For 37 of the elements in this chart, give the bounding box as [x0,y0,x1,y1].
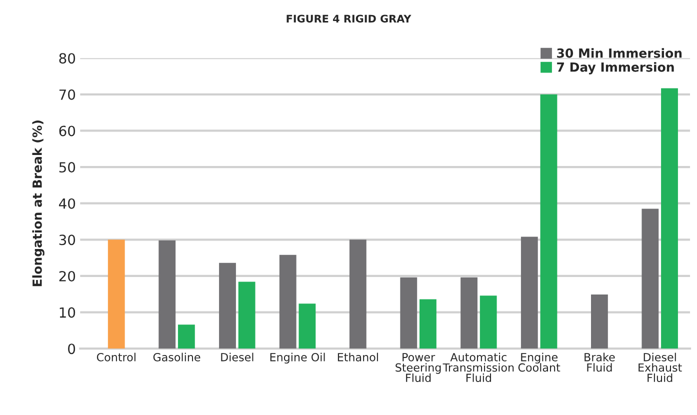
y-tick-label: 80 [59,53,76,64]
x-tick-label: Diesel Exhaust Fluid [638,352,682,382]
x-tick-label: Ethanol [338,352,378,362]
x-tick-label: Control [96,352,136,362]
bar [279,254,296,349]
bar [420,299,436,349]
bar [400,277,418,349]
bar [661,88,678,349]
bar [238,282,256,349]
bar [642,208,659,349]
x-tick-label: Engine Coolant [518,352,560,372]
y-axis-title: Elongation at Break (%) [32,120,44,286]
x-tick-label: Diesel [221,352,254,362]
y-tick-label: 10 [60,307,76,318]
x-tick-label: Power Steering Fluid [396,353,441,382]
bar [219,262,236,349]
y-tick-label: 30 [59,234,76,246]
y-tick-label: 60 [59,126,76,136]
bar [520,236,538,349]
legend-label: 7 Day Immersion [557,62,674,74]
bar [158,240,176,349]
bar [460,277,478,349]
y-tick-label: 70 [59,89,76,100]
x-tick-label: Engine Oil [270,352,325,364]
y-tick-label: 40 [58,198,76,209]
x-tick-label: Brake Fluid [584,352,615,372]
chart-title: FIGURE 4 RIGID GRAY [286,14,412,23]
bar [298,304,316,349]
bar [480,296,497,349]
bar [178,324,195,349]
y-tick-label: 50 [59,162,76,173]
x-tick-label: Gasoline [153,352,200,362]
legend-label: 30 Min Immersion [557,48,682,58]
y-tick-label: 20 [59,270,76,282]
y-tick-label: 0 [68,344,76,354]
x-tick-label: Automatic Transmission Fluid [442,352,514,382]
bar [540,94,558,349]
